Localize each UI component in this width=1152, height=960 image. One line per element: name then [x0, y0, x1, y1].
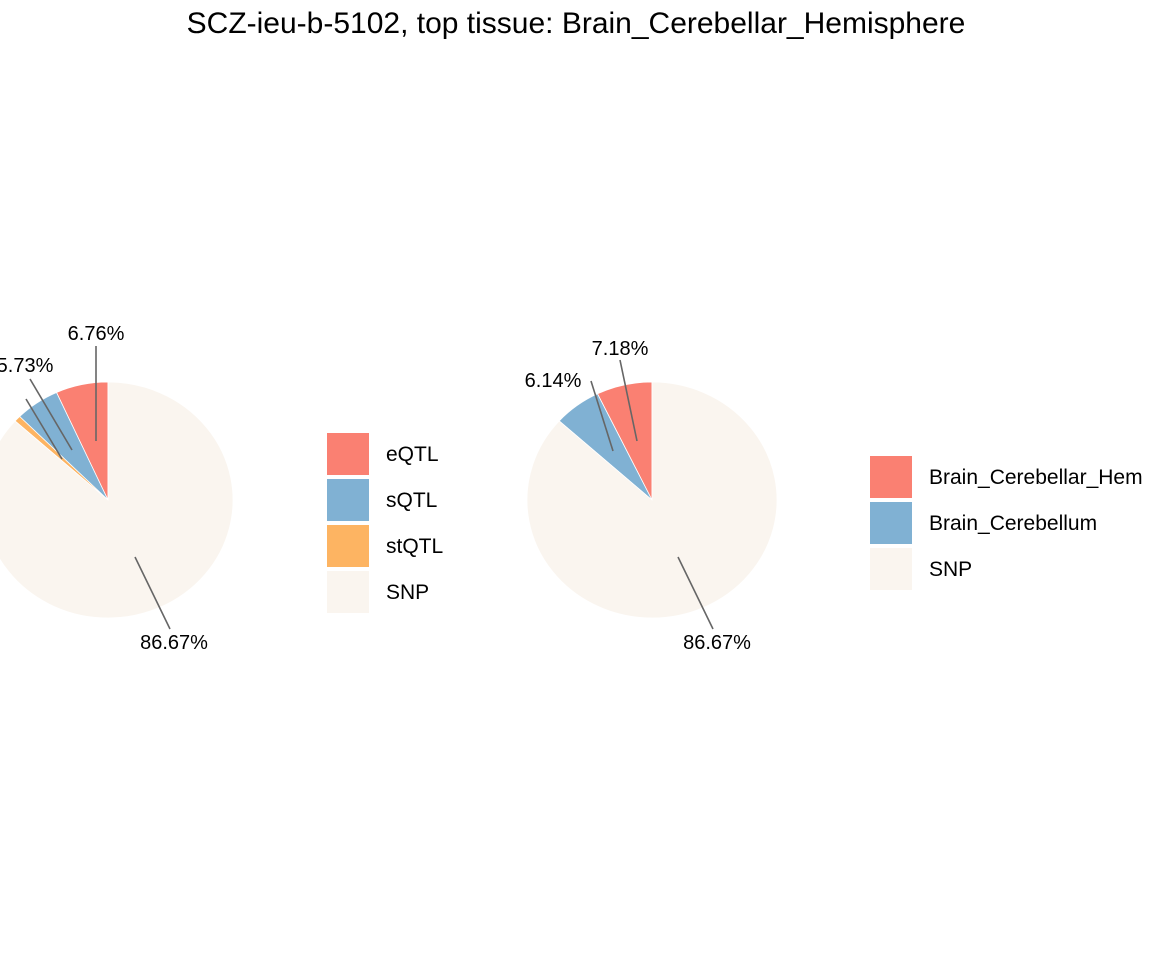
legend-swatch-stqtl [327, 525, 369, 567]
slice-label-eqtl: 6.76% [68, 323, 125, 345]
legend-1: eQTL sQTL stQTL SNP [327, 433, 443, 613]
slice-label-snp: 86.67% [683, 632, 751, 654]
slice-label-brain-cerebellum: 6.14% [525, 370, 582, 392]
legend-swatch-eqtl [327, 433, 369, 475]
pie-chart-2: 7.18% 6.14% 86.67% [525, 338, 778, 654]
leader-line-sqtl [29, 378, 73, 451]
leader-line-brain-cerebellum [590, 380, 614, 452]
legend-label-sqtl: sQTL [386, 489, 437, 512]
chart-title: SCZ-ieu-b-5102, top tissue: Brain_Cerebe… [187, 7, 966, 40]
legend-swatch-snp [870, 548, 912, 590]
legend-2: Brain_Cerebellar_Hem Brain_Cerebellum SNP [870, 456, 1143, 590]
legend-label-eqtl: eQTL [386, 443, 439, 466]
legend-label-brain-cerebellum: Brain_Cerebellum [929, 512, 1097, 535]
leader-line-stqtl [25, 398, 63, 460]
leader-line-snp [677, 556, 714, 630]
pie-chart-1: 6.76% 5.73% 86.67% [0, 323, 234, 654]
leader-line-brain-cerebellar-hemisphere [619, 359, 638, 442]
legend-swatch-sqtl [327, 479, 369, 521]
legend-label-stqtl: stQTL [386, 535, 443, 558]
legend-label-brain-cerebellar-hemisphere: Brain_Cerebellar_Hem [929, 466, 1143, 489]
slice-label-brain-cerebellar-hemisphere: 7.18% [592, 338, 649, 360]
slice-label-snp: 86.67% [140, 632, 208, 654]
slice-label-sqtl: 5.73% [0, 355, 54, 377]
legend-label-snp: SNP [386, 581, 429, 604]
legend-label-snp: SNP [929, 558, 972, 581]
legend-swatch-brain-cerebellar-hemisphere [870, 456, 912, 498]
leader-line-snp [134, 556, 171, 630]
legend-swatch-brain-cerebellum [870, 502, 912, 544]
legend-swatch-snp [327, 571, 369, 613]
